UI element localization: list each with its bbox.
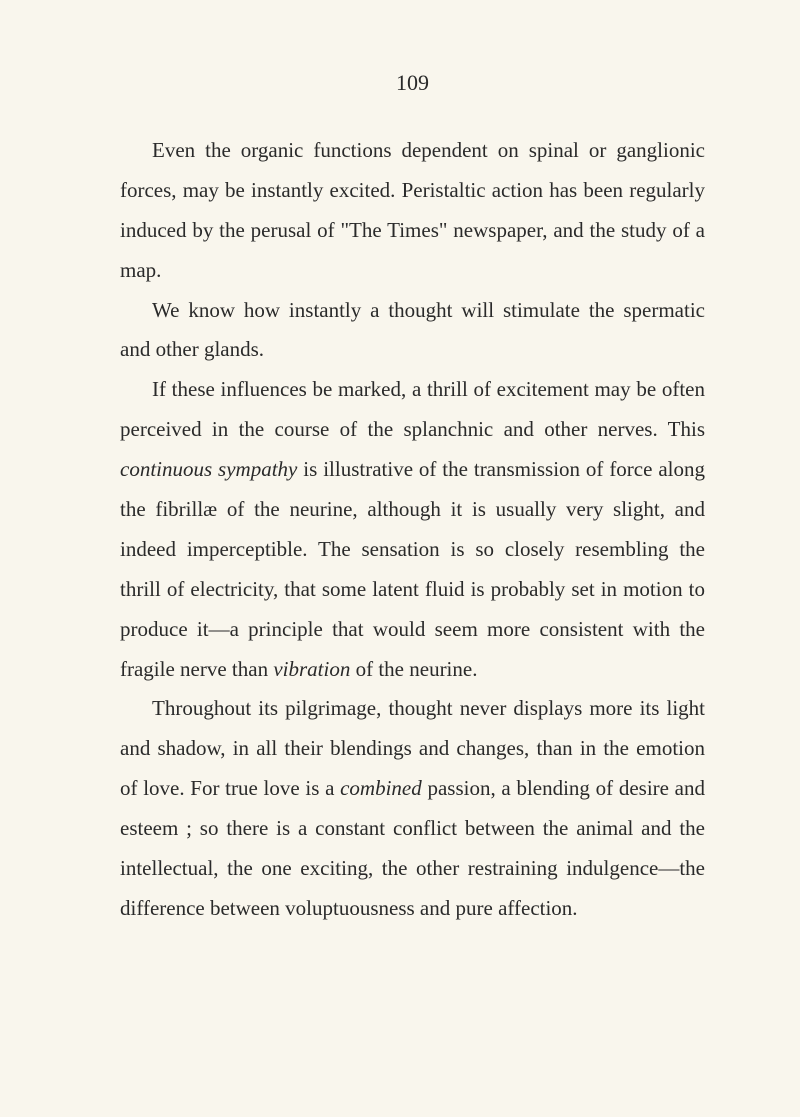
italic-text: vibration [273, 657, 350, 681]
paragraph-3: If these influences be marked, a thrill … [120, 370, 705, 689]
paragraph-2: We know how instantly a thought will sti… [120, 291, 705, 371]
italic-text: combined [340, 776, 422, 800]
paragraph-4: Throughout its pilgrimage, thought never… [120, 689, 705, 928]
page-content: Even the organic functions dependent on … [120, 131, 705, 929]
paragraph-1: Even the organic functions dependent on … [120, 131, 705, 291]
italic-text: continuous sympathy [120, 457, 297, 481]
page-number: 109 [120, 70, 705, 96]
